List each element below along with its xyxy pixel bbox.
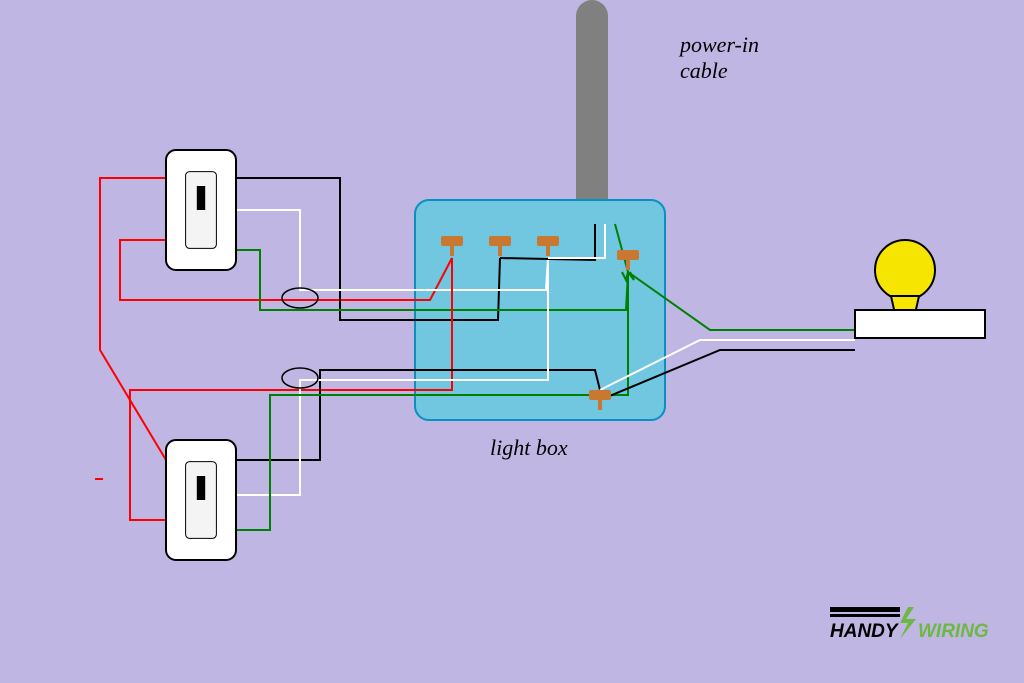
wire-nut	[441, 236, 463, 246]
wire-nut-stem	[598, 400, 602, 410]
wire-nut-stem	[450, 246, 454, 256]
svg-text:WIRING: WIRING	[918, 621, 989, 642]
switch	[166, 440, 236, 560]
wire-nut	[537, 236, 559, 246]
power-in-label: power-in	[678, 32, 759, 57]
power-in-cable	[576, 0, 608, 224]
wire-nut	[489, 236, 511, 246]
light-box-label: light box	[490, 435, 568, 460]
wire-nut-stem	[498, 246, 502, 256]
mark	[95, 478, 103, 480]
svg-text:HANDY: HANDY	[830, 621, 900, 642]
wire-nut	[589, 390, 611, 400]
wire-nut-stem	[626, 260, 630, 270]
bulb-socket	[855, 310, 985, 338]
power-in-label: cable	[680, 58, 728, 83]
switch	[166, 150, 236, 270]
wiring-diagram: power-incable light box HANDY WIRING	[0, 0, 1024, 683]
wire-nut-stem	[546, 246, 550, 256]
wire-nut	[617, 250, 639, 260]
